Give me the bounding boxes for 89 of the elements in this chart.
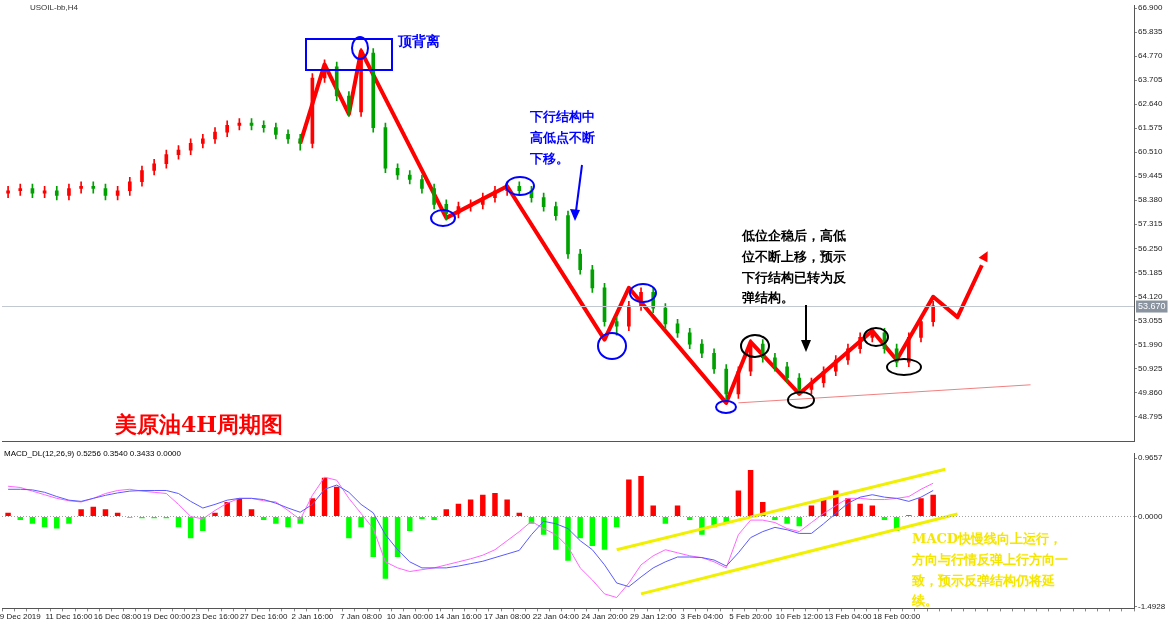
bar [857,503,863,516]
x-tick-label: 3 Feb 04:00 [680,612,724,622]
bar [601,516,608,550]
bar [285,516,291,528]
bar [589,516,596,547]
bar [930,494,936,516]
y-tick-label: 53.055 [1138,315,1164,325]
y-tick-label: 56.250 [1138,243,1164,253]
y-tick-label: 57.315 [1138,219,1164,229]
bar [577,516,583,539]
y-tick-label: 64.770 [1138,51,1164,61]
bar [784,516,790,524]
x-tick-label: 13 Feb 04:00 [824,612,873,622]
bar [650,505,656,516]
bar [66,516,72,524]
bar [78,509,84,516]
y-tick-label: 62.640 [1138,99,1164,109]
text: 美原油4H周期图 [115,410,284,439]
chart-subtitle: USOIL-bb,H4 [30,3,79,12]
bar [553,516,559,550]
y-tick-label: 50.925 [1138,363,1164,373]
x-tick-label: 23 Dec 16:00 [191,612,240,622]
x-tick-label: 19 Dec 00:00 [142,612,191,622]
y-tick-label: 66.900 [1138,3,1164,13]
y-tick-label: 51.990 [1138,339,1164,349]
annotation: 下行结构中高低点不断下移。 [530,108,596,168]
bar [565,516,571,561]
bar [200,516,206,531]
y-tick-label: 0.0000 [1138,511,1164,521]
bar [638,475,644,516]
bar [443,509,450,516]
bar [918,498,924,516]
y-tick-label: 55.185 [1138,267,1164,277]
bar [248,509,255,516]
y-tick-label: 54.120 [1138,291,1164,301]
bar [187,516,194,539]
bar [102,509,109,516]
bar [480,494,486,516]
x-tick-label: 11 Dec 16:00 [45,612,93,622]
bar [224,501,230,516]
bar [333,486,340,516]
bar [5,512,11,516]
annotation: 低位企稳后，高低位不断上移，预示下行结构已转为反弹结构。 [742,227,847,308]
x-tick-label: 10 Jan 00:00 [386,612,434,622]
y-tick-label: 48.795 [1138,411,1164,421]
x-tick-label: 10 Feb 12:00 [775,612,824,622]
y-tick-label: 59.445 [1138,171,1164,181]
y-tick-label: 0.9657 [1138,453,1164,463]
y-tick-label: 63.705 [1138,75,1164,85]
bar [796,516,803,527]
bar [358,516,364,528]
y-tick-label: 61.575 [1138,123,1164,133]
x-tick-label: 7 Jan 08:00 [340,612,383,622]
bar [54,516,60,529]
y-tick-label: 60.510 [1138,147,1164,157]
bar [504,499,510,516]
x-tick-label: 18 Feb 00:00 [873,612,921,622]
annotation: 顶背离 [398,32,441,51]
x-tick-label: 29 Jan 12:00 [630,612,677,622]
bar [662,516,669,524]
bar [90,506,97,516]
bar [212,512,218,516]
x-tick-label: 17 Jan 08:00 [484,612,531,622]
bar [29,516,36,524]
bar [747,469,754,516]
bar [626,479,632,516]
ref-line-label: 53.670 [1138,301,1166,311]
bar [431,516,437,521]
bar [455,503,462,516]
annotation: MACD快慢线向上运行，方向与行情反弹上行方向一致，预示反弹结构仍将延续。 [912,530,1069,611]
bar [772,516,778,521]
chart-title: MACD_DL(12,26,9) 0.5256 0.3540 0.3433 0.0000 [4,449,182,458]
bar [346,516,352,539]
y-tick-label: 49.860 [1138,387,1164,397]
x-tick-label: 16 Dec 08:00 [93,612,142,622]
x-tick-label: 24 Jan 20:00 [581,612,629,622]
y-tick-label: 65.835 [1138,27,1164,37]
bar [407,516,413,531]
x-tick-label: 9 Dec 2019 [0,612,42,622]
x-tick-label: 2 Jan 16:00 [291,612,334,622]
x-tick-label: 14 Jan 16:00 [435,612,483,622]
bar [735,490,742,516]
bar [273,516,279,524]
x-tick-label: 5 Feb 20:00 [729,612,773,622]
x-tick-label: 27 Dec 16:00 [239,612,289,622]
bar [492,492,498,516]
y-tick-label: -1.4928 [1138,601,1166,611]
y-tick-label: 58.380 [1138,195,1164,205]
x-tick-label: 22 Jan 04:00 [532,612,580,622]
